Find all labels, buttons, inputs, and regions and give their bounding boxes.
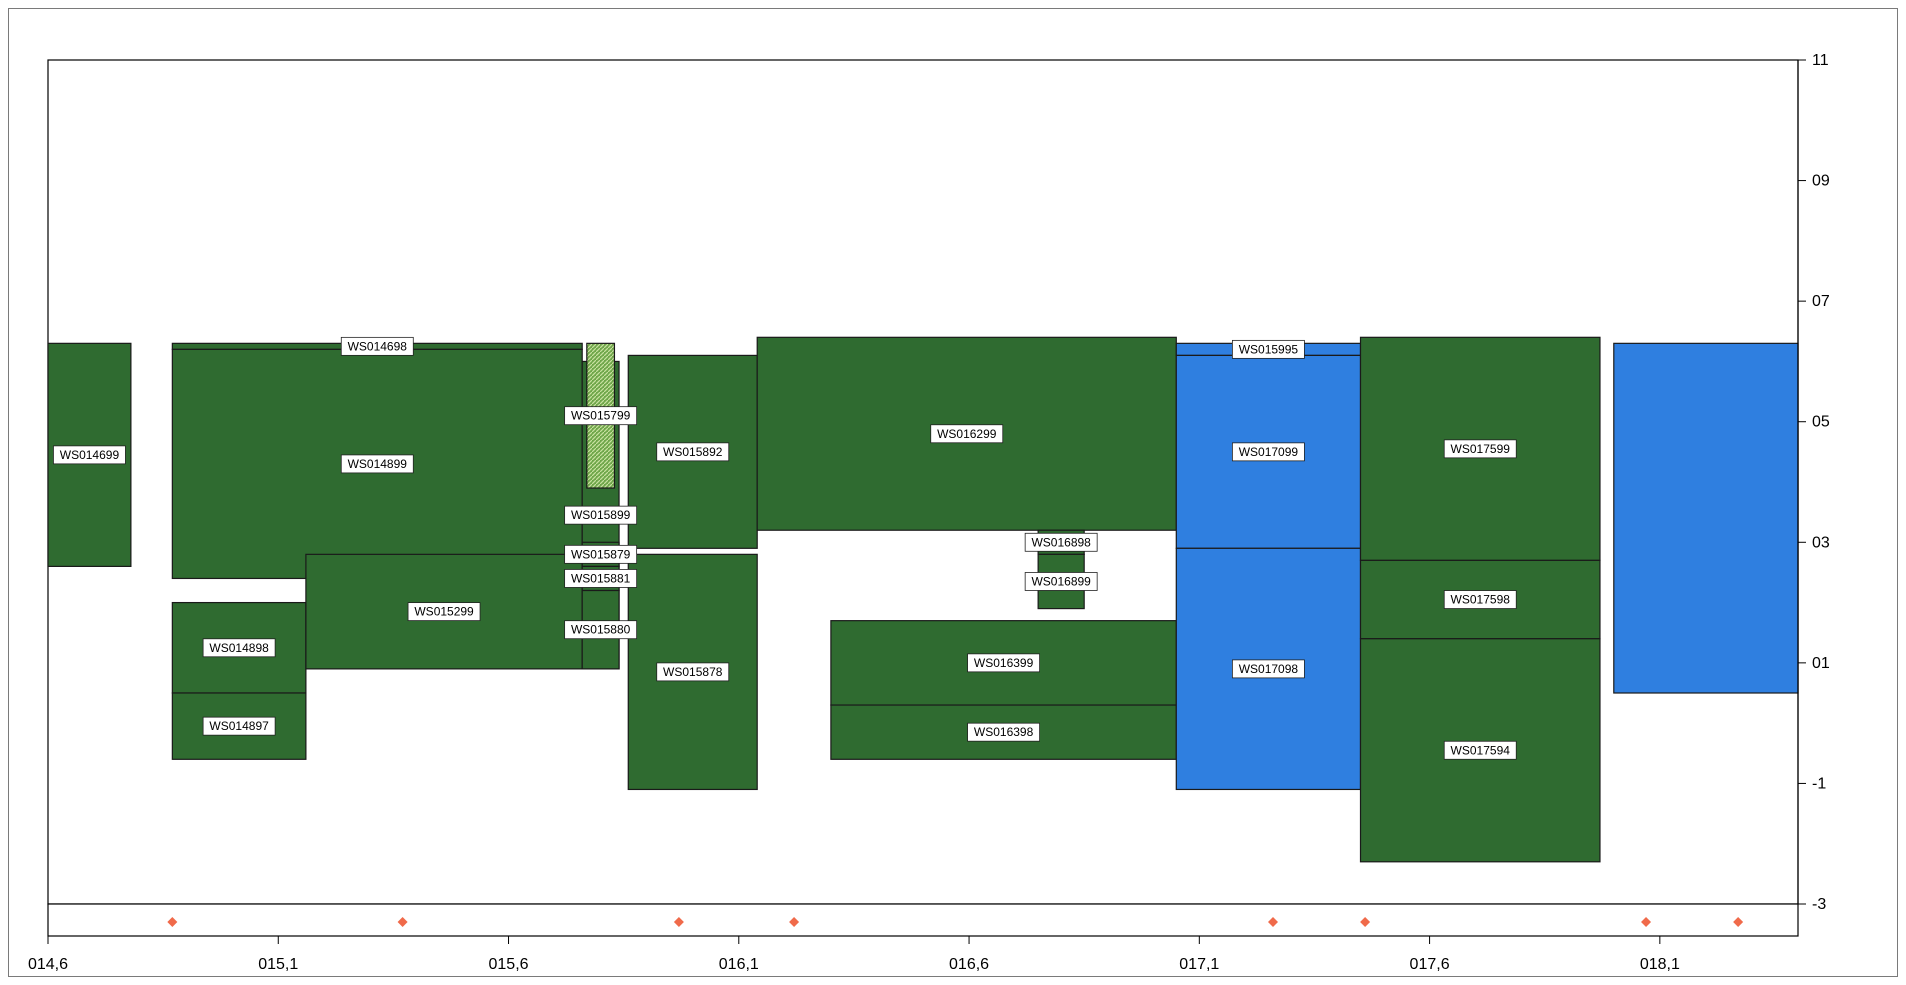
svg-text:WS017098: WS017098	[1239, 662, 1299, 676]
position-marker	[1733, 917, 1744, 927]
series-label-ws016899: WS016899	[1024, 572, 1098, 591]
series-block-unlabeled-24	[1613, 342, 1799, 694]
svg-text:WS015899: WS015899	[571, 508, 631, 522]
x-tick-label: 018,1	[1640, 956, 1680, 973]
y-tick-label: 09	[1812, 173, 1830, 190]
position-marker	[1641, 917, 1652, 927]
series-label-ws017594: WS017594	[1443, 740, 1517, 760]
series-label-ws015892: WS015892	[656, 442, 730, 462]
svg-text:WS015878: WS015878	[663, 665, 723, 679]
svg-text:WS016898: WS016898	[1031, 535, 1091, 549]
y-ticks: 11 09 07 05 03 01 -1 -3	[1798, 52, 1830, 913]
svg-text:WS017599: WS017599	[1451, 442, 1511, 456]
svg-text:WS015299: WS015299	[414, 605, 474, 619]
position-marker	[673, 917, 684, 927]
position-marker	[167, 917, 178, 927]
label-layer: WS014699 WS014698 WS014899 WS014898 WS014897…	[53, 336, 1517, 760]
x-tick-label: 017,1	[1179, 956, 1219, 973]
series-label-ws016398: WS016398	[967, 722, 1040, 742]
svg-text:WS014699: WS014699	[60, 448, 120, 462]
series-label-ws014698: WS014698	[340, 336, 414, 356]
position-marker	[1360, 917, 1371, 927]
svg-text:WS014899: WS014899	[348, 457, 408, 471]
series-label-ws014898: WS014898	[202, 638, 276, 658]
svg-text:WS014898: WS014898	[209, 641, 269, 655]
svg-text:WS015881: WS015881	[571, 571, 631, 585]
svg-text:WS015799: WS015799	[571, 409, 631, 423]
x-ticks: 014,6 015,1 015,6 016,1 016,6 017,1 017,6 018,1	[28, 936, 1680, 973]
position-marker	[789, 917, 800, 927]
svg-text:WS014897: WS014897	[209, 719, 269, 733]
series-label-ws015799: WS015799	[564, 406, 638, 426]
series-label-ws016898: WS016898	[1024, 532, 1098, 552]
svg-text:WS015995: WS015995	[1239, 342, 1299, 356]
y-tick-label: -3	[1812, 896, 1826, 913]
svg-text:WS014698: WS014698	[348, 339, 408, 353]
position-marker	[1268, 917, 1278, 927]
series-label-ws014899: WS014899	[340, 454, 414, 474]
x-tick-label: 017,6	[1410, 956, 1450, 973]
series-label-ws014897: WS014897	[202, 716, 276, 736]
series-label-ws017599: WS017599	[1443, 439, 1517, 459]
series-label-ws015995: WS015995	[1231, 339, 1305, 359]
svg-text:WS017099: WS017099	[1239, 445, 1299, 459]
series-label-ws015299: WS015299	[407, 602, 481, 622]
svg-text:WS017598: WS017598	[1451, 593, 1511, 607]
series-label-ws014699: WS014699	[53, 445, 126, 465]
y-tick-label: 11	[1812, 52, 1829, 69]
svg-text:WS016398: WS016398	[974, 725, 1034, 739]
svg-text:WS016399: WS016399	[974, 656, 1034, 670]
y-tick-label: 05	[1812, 414, 1830, 431]
series-label-ws017099: WS017099	[1231, 442, 1305, 462]
marker-layer	[167, 917, 1744, 927]
series-label-ws015899: WS015899	[564, 505, 638, 525]
series-label-ws017098: WS017098	[1231, 659, 1305, 679]
series-label-ws015879: WS015879	[564, 544, 638, 564]
series-label-ws015881: WS015881	[564, 569, 638, 588]
y-tick-label: 07	[1812, 293, 1830, 310]
marker-strip	[47, 903, 1799, 937]
svg-text:WS015880: WS015880	[571, 623, 631, 637]
y-tick-label: 01	[1812, 655, 1830, 672]
x-tick-label: 015,1	[258, 956, 298, 973]
position-marker	[397, 917, 408, 927]
svg-text:WS015892: WS015892	[663, 445, 723, 459]
x-tick-label: 014,6	[28, 956, 68, 973]
svg-text:WS016899: WS016899	[1031, 574, 1091, 588]
y-tick-label: -1	[1812, 775, 1826, 792]
series-label-ws015878: WS015878	[656, 662, 730, 682]
series-label-ws016399: WS016399	[967, 653, 1040, 673]
svg-text:WS016299: WS016299	[937, 427, 997, 441]
series-layer	[47, 336, 1799, 863]
x-tick-label: 016,1	[719, 956, 759, 973]
chart-frame	[8, 8, 1898, 977]
series-label-ws015880: WS015880	[564, 620, 638, 640]
svg-text:WS017594: WS017594	[1451, 743, 1511, 757]
series-label-ws016299: WS016299	[930, 424, 1004, 444]
svg-text:WS015879: WS015879	[571, 547, 631, 561]
x-tick-label: 015,6	[489, 956, 529, 973]
series-label-ws017598: WS017598	[1443, 590, 1517, 609]
y-tick-label: 03	[1812, 534, 1830, 551]
x-tick-label: 016,6	[949, 956, 989, 973]
